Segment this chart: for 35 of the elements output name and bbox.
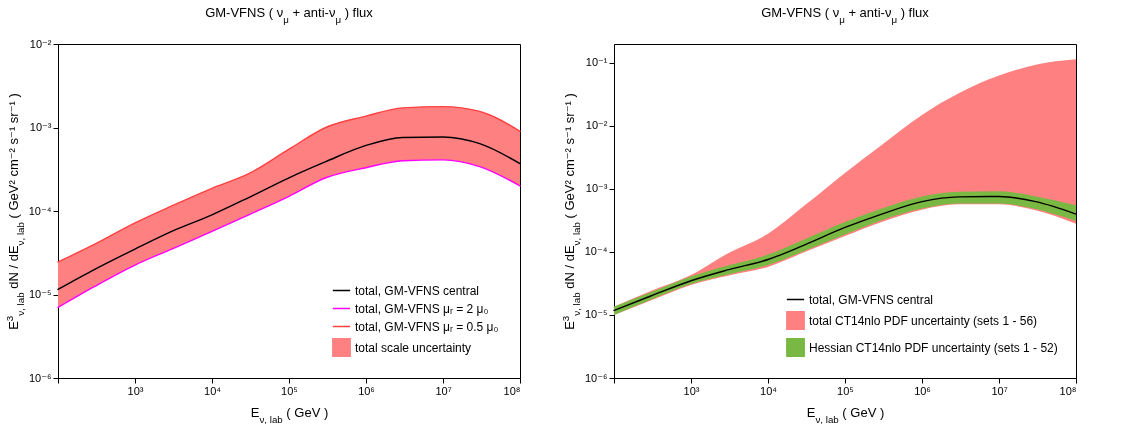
y-tick-label: 10⁻⁵ xyxy=(28,288,52,300)
x-tick-label: 10⁵ xyxy=(281,384,298,397)
y-tick-label: 10⁻⁶ xyxy=(28,371,52,384)
legend-label: total CT14nlo PDF uncertainty (sets 1 - 56) xyxy=(809,313,1038,328)
x-tick-label: 10⁴ xyxy=(204,384,222,397)
y-tick-label: 10⁻² xyxy=(29,37,52,50)
x-tick-label: 10³ xyxy=(127,384,144,397)
line-series xyxy=(57,105,521,263)
legend-label: total scale uncertainty xyxy=(355,340,472,355)
y-tick-label: 10⁻³ xyxy=(29,121,52,133)
y-tick-label: 10⁻⁵ xyxy=(584,308,608,321)
x-tick-label: 10⁷ xyxy=(991,384,1008,397)
x-axis-title: E$_{ν, lab}$ ( GeV ) xyxy=(806,404,885,424)
y-tick-label: 10⁻² xyxy=(585,119,608,132)
y-tick-label: 10⁻¹ xyxy=(585,56,608,69)
legend-label: total, GM-VFNS μᵣ = 2 μ₀ xyxy=(355,301,489,316)
chart-title: GM-VFNS ( ν$_{μ}$ + anti-ν$_{μ}$ ) flux xyxy=(761,4,930,25)
x-tick-label: 10⁵ xyxy=(837,384,854,397)
legend-label: total, GM-VFNS μᵣ = 0.5 μ₀ xyxy=(355,319,499,334)
x-tick-label: 10⁸ xyxy=(503,384,521,397)
y-tick-label: 10⁻⁶ xyxy=(584,371,608,384)
chart-title: GM-VFNS ( ν$_{μ}$ + anti-ν$_{μ}$ ) flux xyxy=(205,4,374,25)
x-tick-label: 10³ xyxy=(683,384,700,397)
y-tick-label: 10⁻³ xyxy=(585,182,608,195)
x-tick-label: 10⁸ xyxy=(1059,384,1077,397)
legend-label: total, GM-VFNS central xyxy=(355,283,480,298)
x-tick-label: 10⁷ xyxy=(435,384,452,397)
x-tick-label: 10⁶ xyxy=(358,384,375,397)
x-tick-label: 10⁶ xyxy=(914,384,931,397)
y-tick-label: 10⁻⁴ xyxy=(584,245,608,258)
x-tick-label: 10⁴ xyxy=(760,384,778,397)
y-tick-label: 10⁻⁴ xyxy=(28,204,52,217)
legend-label: total, GM-VFNS central xyxy=(809,292,934,307)
legend-label: Hessian CT14nlo PDF uncertainty (sets 1 - 52) xyxy=(809,340,1058,355)
x-axis-title: E$_{ν, lab}$ ( GeV ) xyxy=(250,404,329,424)
